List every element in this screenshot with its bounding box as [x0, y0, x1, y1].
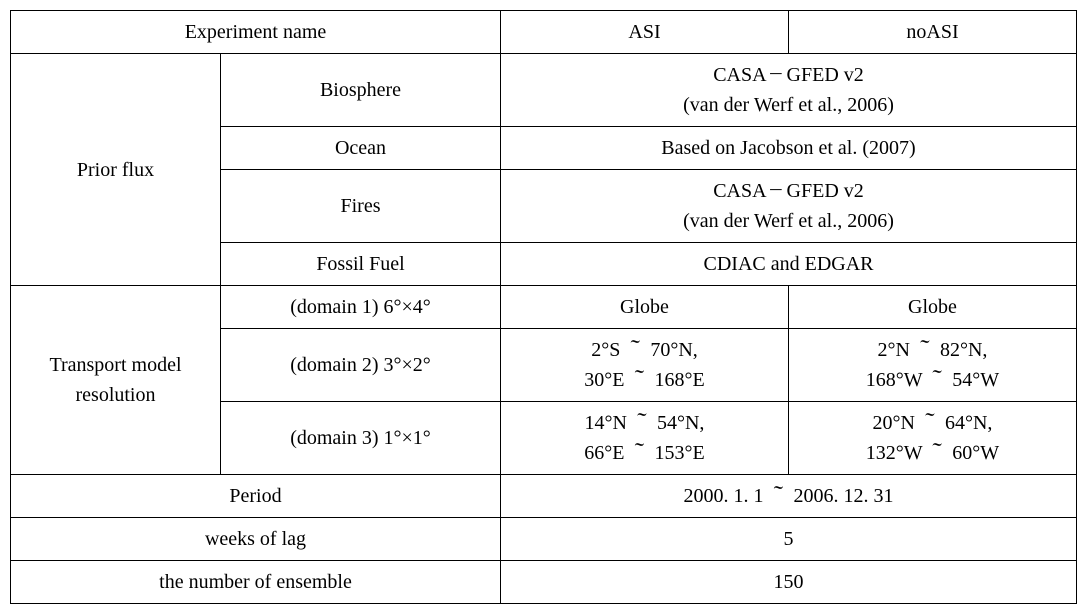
domain1-asi: Globe — [501, 286, 789, 329]
table-header-row: Experiment name ASI noASI — [11, 11, 1077, 54]
fossil-label: Fossil Fuel — [221, 243, 501, 286]
period-label: Period — [11, 475, 501, 518]
prior-flux-label: Prior flux — [11, 54, 221, 286]
lag-value: 5 — [501, 518, 1077, 561]
domain2-asi: 2°S ～ 70°N,30°E ～ 168°E — [501, 329, 789, 402]
transport-label: Transport modelresolution — [11, 286, 221, 475]
domain3-asi: 14°N ～ 54°N,66°E ～ 153°E — [501, 402, 789, 475]
biosphere-label: Biosphere — [221, 54, 501, 127]
row-domain1: Transport modelresolution (domain 1) 6°×… — [11, 286, 1077, 329]
row-lag: weeks of lag 5 — [11, 518, 1077, 561]
domain1-noasi: Globe — [789, 286, 1077, 329]
ensemble-value: 150 — [501, 561, 1077, 604]
row-biosphere: Prior flux Biosphere CASA－GFED v2(van de… — [11, 54, 1077, 127]
period-value: 2000. 1. 1 ～ 2006. 12. 31 — [501, 475, 1077, 518]
header-noasi: noASI — [789, 11, 1077, 54]
ocean-value: Based on Jacobson et al. (2007) — [501, 127, 1077, 170]
ocean-label: Ocean — [221, 127, 501, 170]
domain3-label: (domain 3) 1°×1° — [221, 402, 501, 475]
domain1-label: (domain 1) 6°×4° — [221, 286, 501, 329]
row-ensemble: the number of ensemble 150 — [11, 561, 1077, 604]
header-asi: ASI — [501, 11, 789, 54]
biosphere-value: CASA－GFED v2(van der Werf et al., 2006) — [501, 54, 1077, 127]
fires-label: Fires — [221, 170, 501, 243]
fires-value: CASA－GFED v2(van der Werf et al., 2006) — [501, 170, 1077, 243]
domain2-noasi: 2°N ～ 82°N,168°W ～ 54°W — [789, 329, 1077, 402]
header-experiment-name: Experiment name — [11, 11, 501, 54]
domain2-label: (domain 2) 3°×2° — [221, 329, 501, 402]
fossil-value: CDIAC and EDGAR — [501, 243, 1077, 286]
experiment-table: Experiment name ASI noASI Prior flux Bio… — [10, 10, 1077, 604]
ensemble-label: the number of ensemble — [11, 561, 501, 604]
row-period: Period 2000. 1. 1 ～ 2006. 12. 31 — [11, 475, 1077, 518]
lag-label: weeks of lag — [11, 518, 501, 561]
domain3-noasi: 20°N ～ 64°N,132°W ～ 60°W — [789, 402, 1077, 475]
